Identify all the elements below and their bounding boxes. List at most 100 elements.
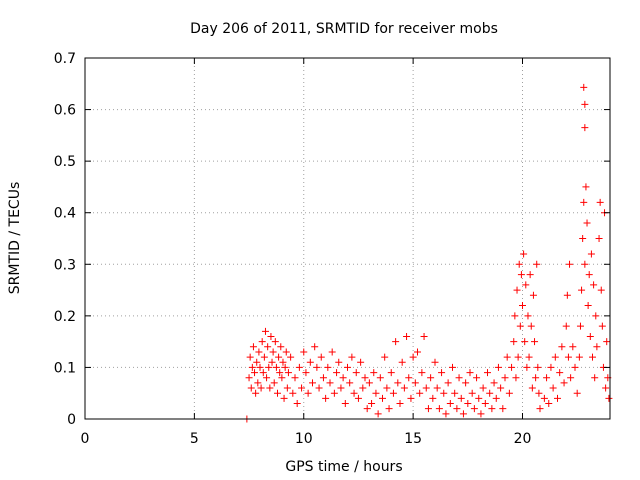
data-point — [512, 374, 520, 382]
data-point — [520, 250, 528, 258]
data-point — [278, 374, 286, 382]
data-point — [337, 384, 345, 392]
data-point — [269, 348, 277, 356]
data-point — [524, 312, 532, 320]
data-point — [350, 389, 358, 397]
data-point — [575, 353, 583, 361]
data-point — [281, 363, 289, 371]
data-point — [248, 363, 256, 371]
data-point — [276, 369, 284, 377]
data-point — [595, 235, 603, 242]
data-point — [586, 332, 594, 340]
data-point — [363, 405, 371, 413]
data-point — [414, 348, 421, 356]
data-point — [298, 384, 306, 392]
data-point — [455, 374, 463, 382]
data-point — [258, 338, 266, 346]
data-point — [510, 338, 518, 346]
data-point — [344, 363, 351, 371]
data-point — [547, 363, 555, 371]
data-point — [333, 369, 341, 377]
data-point — [284, 369, 292, 377]
data-point — [374, 410, 382, 418]
data-point — [245, 374, 253, 382]
data-point — [381, 353, 389, 361]
data-point — [282, 348, 290, 356]
x-tick-label: 15 — [404, 431, 422, 447]
chart-title: Day 206 of 2011, SRMTID for receiver mob… — [190, 21, 498, 37]
data-point — [521, 338, 529, 346]
data-point — [416, 389, 424, 397]
data-point — [481, 400, 489, 408]
y-tick-label: 0.4 — [54, 206, 76, 222]
data-point — [289, 389, 297, 397]
x-axis-label: GPS time / hours — [285, 459, 402, 475]
data-point — [277, 343, 285, 351]
data-point — [569, 343, 577, 351]
data-point — [267, 332, 275, 340]
data-point — [576, 322, 584, 330]
x-tick-label: 10 — [295, 431, 313, 447]
data-point — [589, 353, 596, 361]
data-point — [444, 379, 452, 387]
y-tick-label: 0.6 — [54, 103, 76, 119]
data-point — [252, 389, 260, 397]
data-point — [497, 384, 505, 392]
data-point — [540, 394, 548, 402]
data-point — [407, 394, 415, 402]
data-point — [598, 322, 606, 330]
data-point — [300, 348, 308, 356]
data-point — [247, 384, 255, 392]
data-point — [249, 343, 257, 351]
data-point — [379, 394, 386, 402]
data-point — [341, 400, 349, 408]
data-point — [311, 343, 319, 351]
data-point — [330, 389, 338, 397]
data-point — [464, 400, 472, 408]
y-tick-label: 0.3 — [54, 257, 76, 273]
data-point — [535, 389, 543, 397]
data-point — [372, 389, 380, 397]
data-point — [287, 353, 295, 361]
data-point — [302, 369, 310, 377]
data-point — [581, 260, 589, 268]
data-point — [253, 358, 261, 366]
data-point — [424, 405, 432, 413]
data-point — [585, 271, 593, 279]
data-point — [365, 379, 373, 387]
y-tick-label: 0.5 — [54, 154, 76, 170]
data-point — [274, 389, 281, 397]
data-point — [387, 369, 395, 377]
data-point — [503, 353, 511, 361]
data-point — [451, 389, 459, 397]
data-point — [526, 271, 534, 279]
data-point — [551, 353, 559, 361]
y-tick-label: 0.7 — [54, 51, 76, 67]
y-tick-label: 0 — [67, 412, 76, 428]
data-point — [429, 394, 437, 402]
data-point — [263, 374, 271, 382]
data-point — [275, 353, 283, 361]
data-point — [459, 410, 467, 418]
data-point — [261, 327, 269, 335]
data-point — [605, 394, 613, 402]
data-point — [389, 389, 397, 397]
data-point — [304, 389, 312, 397]
data-point — [468, 389, 476, 397]
data-point — [405, 374, 413, 382]
data-point — [484, 369, 491, 377]
data-point — [411, 379, 419, 387]
data-point — [590, 281, 598, 289]
data-point — [435, 405, 443, 413]
data-point — [486, 389, 494, 397]
data-point — [271, 338, 279, 346]
data-point — [470, 405, 478, 413]
data-point — [257, 384, 265, 392]
data-point — [368, 400, 376, 408]
data-point — [527, 322, 535, 330]
data-point — [564, 353, 572, 361]
data-point — [280, 394, 288, 402]
data-point — [354, 394, 362, 402]
data-point — [581, 100, 589, 108]
